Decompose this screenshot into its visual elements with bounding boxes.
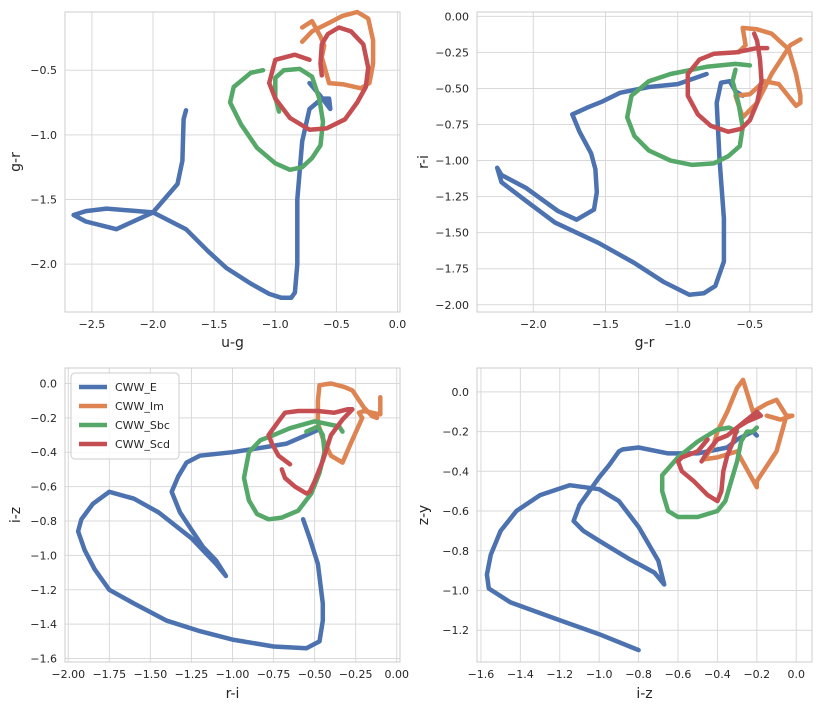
x-tick-label: −0.6	[665, 668, 692, 681]
legend: CWW_E CWW_Im CWW_Sbc CWW_Scd	[70, 372, 180, 460]
series-line-cww-e	[75, 427, 326, 651]
x-tick-label: −1.75	[92, 668, 126, 681]
legend-label: CWW_Scd	[115, 438, 170, 451]
y-tick-label: −0.25	[435, 46, 469, 59]
y-tick-label: −0.75	[435, 119, 469, 132]
x-tick-label: −1.0	[586, 668, 613, 681]
x-tick-label: −1.2	[546, 668, 573, 681]
y-tick-label: −1.0	[442, 584, 469, 597]
y-tick-label: −1.00	[435, 155, 469, 168]
y-tick-label: 0.00	[445, 10, 470, 23]
plot-frame	[476, 11, 813, 313]
legend-label: CWW_E	[115, 381, 157, 394]
x-tick-label: −1.00	[216, 668, 250, 681]
x-tick-label: −1.50	[134, 668, 168, 681]
x-tick-label: −1.0	[664, 318, 691, 331]
y-tick-label: −1.6	[30, 653, 57, 666]
x-tick-label: −2.0	[520, 318, 547, 331]
x-tick-label: −2.5	[79, 318, 106, 331]
x-tick-label: 0.0	[787, 668, 805, 681]
panel-ug-gr: −2.5 −2.0 −1.5 −1.0 −0.5 0.0 −0.5 −1.0 −1.5 −2.0 u…	[8, 9, 407, 351]
x-tick-label: −0.5	[737, 318, 764, 331]
y-tick-label: 0.0	[40, 377, 58, 390]
y-tick-label: −2.00	[435, 299, 469, 312]
y-tick-label: −1.25	[435, 191, 469, 204]
x-tick-label: −1.0	[262, 318, 289, 331]
series-line-cww-e	[71, 80, 333, 301]
series-line-cww-sbc	[659, 425, 760, 520]
legend-box	[70, 372, 180, 460]
y-tick-label: −0.50	[435, 82, 469, 95]
series-line-cww-sbc	[241, 419, 345, 522]
y-tick-label: −0.8	[30, 515, 57, 528]
series-line-cww-e	[494, 71, 745, 297]
series-line-cww-scd	[675, 409, 764, 504]
plot-frame	[64, 11, 401, 313]
y-tick-label: −1.5	[30, 194, 57, 207]
y-axis-label: i-z	[8, 507, 24, 523]
legend-label: CWW_Sbc	[115, 419, 170, 432]
y-tick-label: −0.4	[30, 446, 57, 459]
y-tick-label: −0.6	[442, 505, 469, 518]
series-line-cww-e	[484, 429, 760, 653]
x-tick-label: −2.00	[51, 668, 85, 681]
x-axis-label: r-i	[226, 686, 240, 702]
x-axis-label: i-z	[636, 686, 652, 702]
panel-ri-iz: −2.00 −1.75 −1.50 −1.25 −1.00 −0.75 −0.50 −0.25…	[8, 367, 409, 702]
x-tick-label: −1.5	[592, 318, 619, 331]
legend-label: CWW_Im	[115, 400, 164, 413]
x-tick-label: −1.6	[468, 668, 495, 681]
series-line-cww-scd	[266, 25, 371, 132]
x-axis-label: u-g	[221, 335, 244, 351]
x-tick-label: −0.25	[339, 668, 373, 681]
series-line-cww-scd	[266, 407, 355, 496]
y-tick-label: −2.0	[30, 258, 57, 271]
y-tick-label: −1.0	[30, 129, 57, 142]
y-tick-label: −0.5	[30, 64, 57, 77]
x-tick-label: −2.0	[140, 318, 167, 331]
x-tick-label: 0.0	[389, 318, 407, 331]
y-tick-label: −1.0	[30, 549, 57, 562]
x-tick-label: −1.5	[201, 318, 228, 331]
y-tick-label: 0.0	[452, 386, 470, 399]
y-tick-label: −0.2	[30, 412, 57, 425]
x-axis-label: g-r	[635, 335, 655, 351]
y-tick-label: −1.4	[30, 618, 57, 631]
x-tick-label: 0.00	[384, 668, 409, 681]
x-tick-label: −0.50	[298, 668, 332, 681]
y-axis-label: r-i	[416, 155, 432, 169]
y-tick-label: −0.8	[442, 545, 469, 558]
panel-gr-ri: −2.0 −1.5 −1.0 −0.5 0.00 −0.25 −0.50 −0.75 −1.00…	[416, 10, 813, 351]
y-tick-label: −0.2	[442, 426, 469, 439]
y-tick-label: −1.50	[435, 227, 469, 240]
y-tick-label: −0.4	[442, 465, 469, 478]
series-line-cww-sbc	[227, 66, 326, 173]
y-tick-label: −1.2	[30, 584, 57, 597]
y-axis-label: g-r	[8, 152, 24, 172]
y-tick-label: −1.75	[435, 263, 469, 276]
x-tick-label: −1.25	[175, 668, 209, 681]
y-tick-label: −0.6	[30, 481, 57, 494]
y-tick-label: −1.2	[442, 624, 469, 637]
x-tick-label: −0.4	[704, 668, 731, 681]
panel-iz-zy: −1.6 −1.4 −1.2 −1.0 −0.8 −0.6 −0.4 −0.2 0.0 0.0 −0…	[416, 367, 813, 702]
series-line-cww-im	[733, 25, 803, 120]
x-tick-label: −1.4	[507, 668, 534, 681]
x-tick-label: −0.2	[743, 668, 770, 681]
x-tick-label: −0.5	[323, 318, 350, 331]
series-line-cww-sbc	[624, 61, 753, 168]
plot-frame	[476, 367, 813, 663]
plot-frame	[64, 367, 401, 663]
x-tick-label: −0.8	[625, 668, 652, 681]
series-line-cww-scd	[685, 31, 770, 134]
y-axis-label: z-y	[416, 505, 432, 525]
x-tick-label: −0.75	[257, 668, 291, 681]
